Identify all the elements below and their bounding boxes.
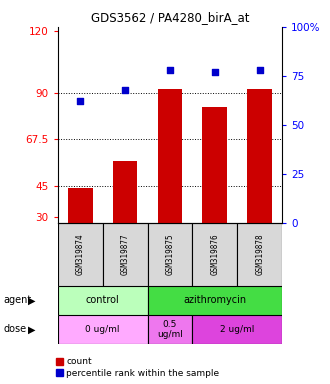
Bar <box>68 188 92 223</box>
Point <box>212 69 217 75</box>
Bar <box>158 89 182 223</box>
Bar <box>203 107 227 223</box>
Text: ▶: ▶ <box>28 324 35 334</box>
Text: dose: dose <box>3 324 26 334</box>
Text: GSM319874: GSM319874 <box>76 233 85 275</box>
Bar <box>192 315 282 344</box>
Legend: count, percentile rank within the sample: count, percentile rank within the sample <box>56 357 220 377</box>
Text: azithromycin: azithromycin <box>183 295 247 306</box>
Point <box>78 98 83 104</box>
Bar <box>113 161 137 223</box>
Point <box>257 67 262 73</box>
Text: GSM319877: GSM319877 <box>120 233 130 275</box>
Bar <box>103 223 148 286</box>
Text: 0.5
ug/ml: 0.5 ug/ml <box>157 319 183 339</box>
Bar <box>148 315 192 344</box>
Bar <box>58 223 103 286</box>
Text: GSM319878: GSM319878 <box>255 233 264 275</box>
Bar <box>148 223 192 286</box>
Text: 2 ug/ml: 2 ug/ml <box>220 325 254 334</box>
Text: 0 ug/ml: 0 ug/ml <box>85 325 120 334</box>
Text: GSM319875: GSM319875 <box>165 233 175 275</box>
Text: agent: agent <box>3 295 32 306</box>
Point <box>167 67 173 73</box>
Bar <box>58 286 148 315</box>
Bar <box>58 315 148 344</box>
Bar <box>148 286 282 315</box>
Bar <box>237 223 282 286</box>
Text: control: control <box>86 295 119 306</box>
Point <box>122 86 128 93</box>
Bar <box>248 89 272 223</box>
Text: GSM319876: GSM319876 <box>210 233 219 275</box>
Title: GDS3562 / PA4280_birA_at: GDS3562 / PA4280_birA_at <box>91 11 249 24</box>
Bar <box>192 223 237 286</box>
Text: ▶: ▶ <box>28 295 35 306</box>
